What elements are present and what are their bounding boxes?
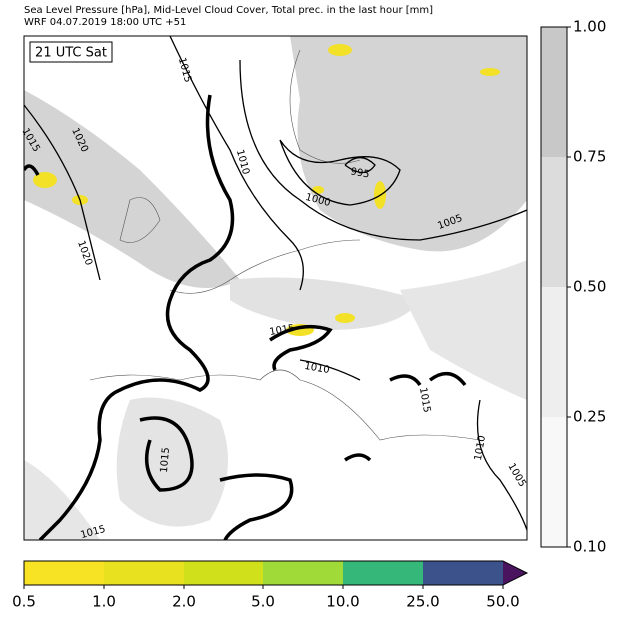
cloud-tick-label: 1.00: [573, 18, 606, 36]
contour-label: 1015: [269, 323, 296, 338]
time-label: 21 UTC Sat: [35, 46, 107, 61]
cloud-colorbar: [540, 26, 568, 548]
precip-tick-label: 50.0: [486, 593, 519, 611]
coastlines: [89, 49, 481, 441]
subtitle: WRF 04.07.2019 18:00 UTC +51: [24, 17, 186, 28]
contour-label: 995: [350, 166, 371, 180]
cloud-tick-label: 0.75: [573, 148, 606, 166]
precip-tick-label: 25.0: [406, 593, 439, 611]
title: Sea Level Pressure [hPa], Mid-Level Clou…: [24, 5, 433, 16]
contour-label: 1015: [159, 447, 172, 473]
contour-label: 1015: [417, 387, 432, 414]
precip-tick-label: 0.5: [12, 593, 36, 611]
precip-segment: [104, 561, 184, 585]
colorbar-frame: [23, 560, 529, 586]
precip-colorbar: [23, 560, 529, 586]
cloud-tick-label: 0.50: [573, 278, 606, 296]
isobars: [24, 36, 527, 531]
precip-tick-label: 1.0: [92, 593, 116, 611]
precip-segment: [343, 561, 423, 585]
colorbar-ticks: 1.00 0.75 0.50 0.25 0.10 0.5 1.0 2.0 5.0 10.0 25.0…: [12, 18, 606, 611]
cloud-segment: [541, 417, 567, 547]
precip-tick-label: 2.0: [172, 593, 196, 611]
precip-tick-label: 5.0: [251, 593, 275, 611]
thick-isobar: [24, 94, 467, 540]
cloud-segment: [541, 27, 567, 157]
contour-label: 1010: [473, 435, 488, 462]
map-layer: [24, 36, 527, 540]
precip-segment: [24, 561, 104, 585]
precip-arrow: [503, 561, 527, 585]
precip-segment: [184, 561, 263, 585]
contour-label: 1010: [303, 361, 330, 376]
cloud-tick-label: 0.25: [573, 408, 606, 426]
cloud-tick-label: 0.10: [573, 538, 606, 556]
precip-tick-label: 10.0: [326, 593, 359, 611]
time-box: [29, 41, 113, 63]
precip-segment: [423, 561, 503, 585]
cloud-cover: [24, 36, 527, 540]
precip-segment: [263, 561, 343, 585]
cloud-segment: [541, 157, 567, 287]
cloud-segment: [541, 287, 567, 417]
map-frame: [23, 35, 528, 541]
